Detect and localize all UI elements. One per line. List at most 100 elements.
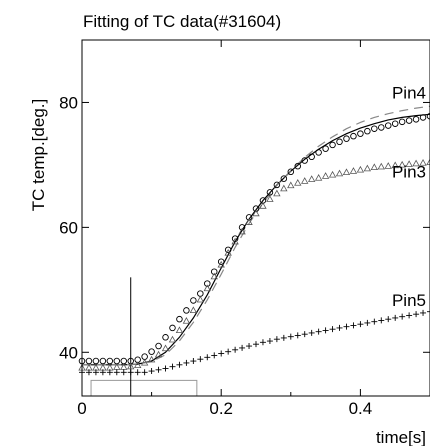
data-point	[329, 326, 336, 333]
data-point	[92, 369, 99, 376]
data-point	[253, 341, 259, 348]
data-point	[363, 164, 372, 172]
data-point	[426, 112, 430, 120]
x-tick-label: 0.2	[209, 399, 233, 418]
data-point	[217, 260, 225, 268]
data-point	[385, 316, 392, 323]
data-point	[287, 333, 294, 340]
data-point	[322, 327, 329, 334]
data-point	[273, 336, 280, 343]
data-point	[246, 343, 253, 350]
data-point	[154, 350, 163, 358]
data-point	[204, 354, 211, 361]
data-point	[349, 167, 358, 174]
data-point	[301, 331, 308, 338]
data-point	[225, 348, 232, 355]
annotation-pin3: Pin3	[392, 162, 426, 181]
data-point	[259, 339, 266, 346]
data-point	[197, 290, 204, 297]
data-point	[106, 369, 113, 376]
x-axis-label: time[s]	[376, 428, 426, 446]
data-point	[134, 369, 141, 376]
data-point	[336, 324, 343, 331]
data-point	[182, 317, 191, 324]
data-point	[419, 159, 427, 166]
data-point	[92, 357, 100, 365]
data-point	[238, 224, 246, 231]
data-point	[266, 338, 273, 345]
annotation-pin4: Pin4	[392, 84, 426, 103]
data-point	[328, 170, 337, 178]
plot-area	[78, 105, 430, 397]
data-point	[308, 329, 315, 336]
y-axis-label: TC temp.[deg.]	[29, 99, 48, 211]
data-point	[85, 357, 93, 365]
data-point	[384, 162, 392, 169]
data-point	[287, 168, 295, 176]
data-point	[371, 318, 378, 325]
data-point	[294, 162, 302, 170]
data-point	[384, 122, 392, 129]
data-point	[176, 361, 183, 368]
data-point	[148, 348, 155, 355]
data-point	[147, 355, 156, 363]
data-point	[273, 189, 281, 197]
data-point	[370, 163, 378, 171]
data-point	[99, 357, 107, 365]
data-point	[148, 368, 155, 375]
data-point	[211, 352, 218, 359]
data-point	[419, 114, 427, 121]
data-point	[224, 248, 232, 256]
data-point	[266, 195, 274, 202]
data-point	[357, 321, 364, 328]
data-point	[405, 160, 413, 167]
data-point	[127, 362, 135, 370]
data-point	[245, 214, 253, 221]
data-point	[321, 172, 330, 179]
data-point	[280, 175, 288, 182]
data-point	[356, 165, 365, 173]
data-point	[371, 125, 378, 132]
data-point	[342, 168, 351, 176]
data-point	[412, 159, 420, 167]
data-point	[301, 177, 309, 184]
data-point	[210, 272, 218, 280]
data-point	[169, 324, 176, 332]
data-point	[238, 227, 246, 235]
data-point	[322, 145, 329, 152]
data-point	[377, 162, 385, 170]
data-point	[169, 363, 176, 370]
data-point	[120, 369, 127, 376]
data-point	[99, 369, 106, 376]
data-point	[162, 334, 169, 341]
onset-window-rect	[90, 379, 198, 397]
data-point	[175, 326, 184, 334]
data-point	[391, 120, 399, 127]
data-point	[210, 268, 218, 275]
fit-curve-2-dashed	[82, 105, 430, 366]
data-point	[398, 160, 406, 168]
series-pin5	[79, 308, 430, 376]
annotation-pin5: Pin5	[392, 291, 426, 310]
data-point	[106, 357, 114, 365]
y-tick-label: 60	[59, 218, 78, 237]
data-point	[273, 181, 281, 189]
data-point	[314, 174, 323, 181]
data-point	[335, 169, 344, 177]
data-point	[141, 353, 148, 360]
data-point	[190, 358, 197, 365]
data-point	[391, 161, 399, 169]
y-tick-label: 40	[59, 343, 78, 362]
data-point	[364, 319, 371, 326]
data-point	[336, 138, 343, 146]
data-point	[280, 184, 288, 192]
y-axis-ticks: 40 60 80	[59, 93, 430, 362]
data-point	[426, 158, 430, 166]
x-tick-label: 0	[77, 399, 86, 418]
data-point	[155, 342, 162, 350]
data-point	[406, 312, 413, 319]
data-point	[127, 369, 134, 376]
y-tick-label: 80	[59, 93, 78, 112]
data-point	[161, 344, 170, 352]
